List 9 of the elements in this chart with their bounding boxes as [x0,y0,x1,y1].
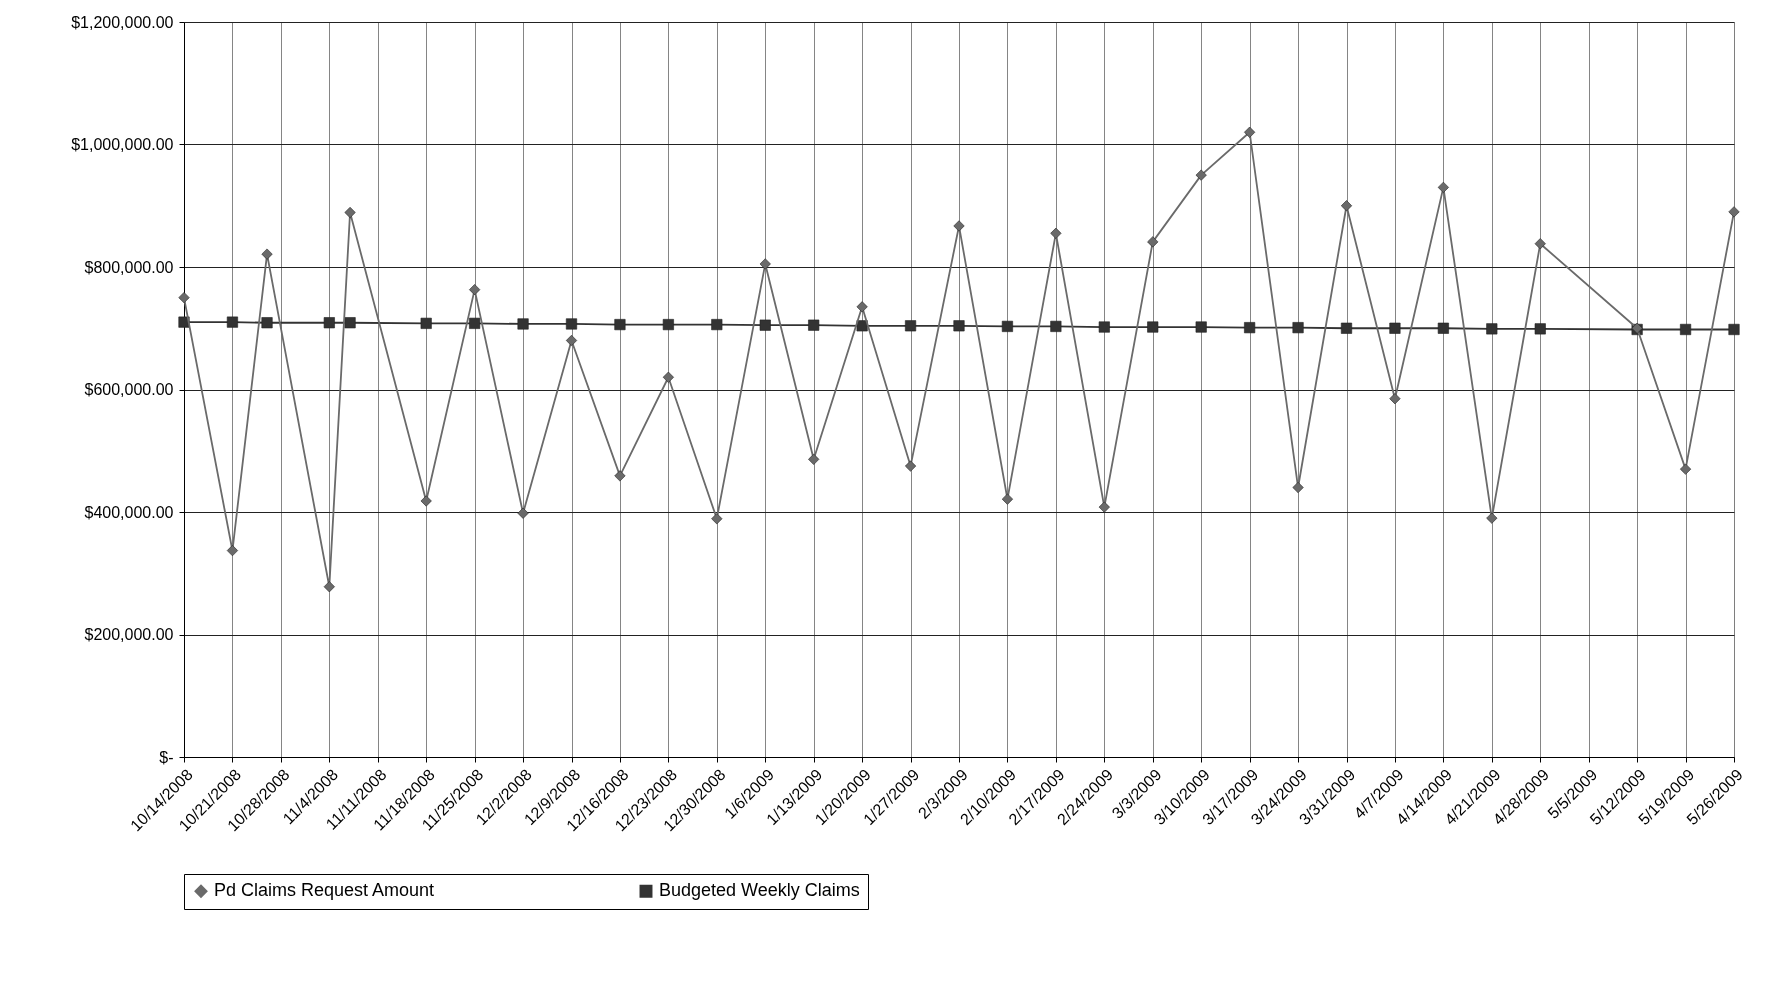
y-tick-label: $200,000.00 [84,626,174,643]
y-tick-label: $1,200,000.00 [71,13,174,31]
legend-label: Pd Claims Request Amount [214,880,435,901]
y-tick-label: $400,000.00 [84,503,174,521]
y-tick-label: $800,000.00 [84,258,174,276]
y-tick-label: $1,000,000.00 [71,136,174,153]
y-tick-label: $600,000.00 [84,381,174,398]
legend-label: Budgeted Weekly Claims [659,880,860,901]
y-tick-label: $- [159,748,174,766]
